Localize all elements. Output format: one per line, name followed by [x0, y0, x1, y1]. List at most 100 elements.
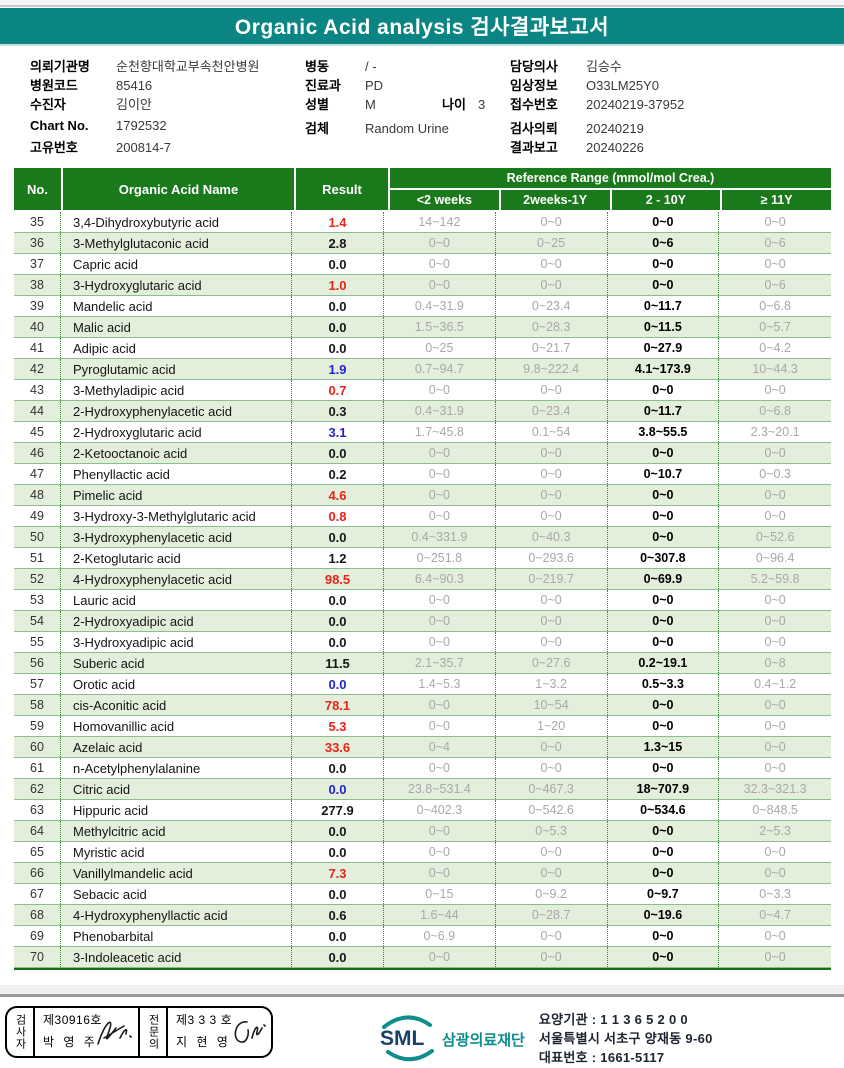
patient-info-row: 병동 / -	[305, 56, 533, 75]
cell-range: 0~0	[608, 485, 720, 505]
patient-info-row: 검사의뢰 20240219	[510, 118, 684, 137]
cell-range: 6.4~90.3	[384, 569, 496, 589]
table-row: 39 Mandelic acid 0.0 0.4~31.9 0~23.4 0~11.7 0~…	[14, 296, 831, 317]
cell-range: 0~0	[384, 443, 496, 463]
cell-name: Pyroglutamic acid	[61, 359, 292, 379]
cell-range: 0~0	[764, 740, 786, 754]
cell-result: 0.0	[292, 674, 384, 694]
specialist-section: 제3 3 3 호 지 현 영	[168, 1008, 271, 1056]
cell-name: Lauric acid	[61, 590, 292, 610]
cell-range: 23.8~531.4	[384, 779, 496, 799]
cell-range: 0~23.4	[496, 401, 608, 421]
cell-name: 3-Hydroxy-3-Methylglutaric acid	[61, 506, 292, 526]
cell-result: 5.3	[292, 716, 384, 736]
cell-range: 0~6.8	[759, 299, 791, 313]
cell-no: 43	[14, 380, 61, 400]
cell-no: 51	[14, 548, 61, 568]
cell-range: 5.2~59.8	[750, 572, 800, 586]
cell-name: Azelaic acid	[61, 737, 292, 757]
cell-range: 2.3~20.1	[750, 425, 800, 439]
cell-range: 0~0	[384, 590, 496, 610]
sml-logo-top-arc-icon	[382, 1015, 432, 1029]
table-row: 65 Myristic acid 0.0 0~0 0~0 0~0 0~0	[14, 842, 831, 863]
cell-range: 0~307.8	[608, 548, 720, 568]
table-row: 38 3-Hydroxyglutaric acid 1.0 0~0 0~0 0~0 0~6	[14, 275, 831, 296]
cell-range: 2~5.3	[759, 824, 791, 838]
patient-info-label: 병원코드	[30, 78, 78, 93]
cell-range: 0~0	[496, 443, 608, 463]
cell-range: 0~0	[384, 758, 496, 778]
patient-info-label: 진료과	[305, 78, 341, 93]
sml-logo-icon: SML	[378, 1013, 436, 1063]
cell-range: 0~69.9	[608, 569, 720, 589]
cell-range: 0~0	[384, 632, 496, 652]
cell-range: 1~3.2	[496, 674, 608, 694]
cell-name: 2-Ketooctanoic acid	[61, 443, 292, 463]
cell-result: 11.5	[292, 653, 384, 673]
cell-range: 2.1~35.7	[384, 653, 496, 673]
cell-name: 3-Hydroxyadipic acid	[61, 632, 292, 652]
cell-range: 0~0	[608, 506, 720, 526]
cell-range: 0~25	[496, 233, 608, 253]
cell-range: 0~4.2	[759, 341, 791, 355]
top-chrome-strip	[0, 0, 844, 7]
sml-logo-bottom-arc-icon	[386, 1048, 434, 1061]
cell-range: 0~0	[496, 464, 608, 484]
cell-no: 45	[14, 422, 61, 442]
company-name: 삼광의료재단	[442, 1032, 525, 1049]
patient-info-row: 결과보고 20240226	[510, 137, 684, 156]
cell-result: 0.0	[292, 779, 384, 799]
cell-range: 0~27.9	[608, 338, 720, 358]
cell-name: Homovanillic acid	[61, 716, 292, 736]
cell-range: 0.5~3.3	[608, 674, 720, 694]
patient-info-row: 임상정보 O33LM25Y0	[510, 75, 684, 94]
patient-info-row: 고유번호 200814-7	[30, 137, 260, 156]
cell-range: 0~0	[384, 275, 496, 295]
cell-range: 0~0	[384, 380, 496, 400]
cell-range: 0~0	[384, 233, 496, 253]
examiner-name: 박 영 주	[43, 1035, 98, 1049]
cell-name: Malic acid	[61, 317, 292, 337]
patient-info-label: 검사의뢰	[510, 121, 558, 136]
cell-no: 44	[14, 401, 61, 421]
cell-range: 0~293.6	[496, 548, 608, 568]
table-row: 46 2-Ketooctanoic acid 0.0 0~0 0~0 0~0 0~0	[14, 443, 831, 464]
table-row: 67 Sebacic acid 0.0 0~15 0~9.2 0~9.7 0~3.3	[14, 884, 831, 905]
patient-info-label: 결과보고	[510, 140, 558, 155]
cell-result: 0.3	[292, 401, 384, 421]
patient-info-label: 수진자	[30, 97, 66, 112]
patient-info-value: 김승수	[586, 59, 622, 74]
table-row: 62 Citric acid 0.0 23.8~531.4 0~467.3 18~707.…	[14, 779, 831, 800]
table-row: 52 4-Hydroxyphenylacetic acid 98.5 6.4~90.3…	[14, 569, 831, 590]
cell-no: 60	[14, 737, 61, 757]
cell-range: 0~0	[608, 443, 720, 463]
cell-range: 0~0	[384, 716, 496, 736]
table-row: 51 2-Ketoglutaric acid 1.2 0~251.8 0~293.6 0~…	[14, 548, 831, 569]
cell-result: 0.0	[292, 611, 384, 631]
specialist-signature-icon	[234, 1021, 266, 1043]
cell-range: 0~0	[496, 485, 608, 505]
cell-range: 0~251.8	[384, 548, 496, 568]
cell-range: 0~0	[764, 509, 786, 523]
cell-range: 0~848.5	[752, 803, 798, 817]
cell-no: 66	[14, 863, 61, 883]
cell-range: 1.3~15	[608, 737, 720, 757]
col-header-name: Organic Acid Name	[63, 168, 294, 210]
patient-info-row: 진료과 PD	[305, 75, 533, 94]
cell-name: 3,4-Dihydroxybutyric acid	[61, 212, 292, 232]
cell-range: 9.8~222.4	[496, 359, 608, 379]
cell-result: 0.0	[292, 527, 384, 547]
cell-range: 3.8~55.5	[608, 422, 720, 442]
cell-range: 4.1~173.9	[608, 359, 720, 379]
cell-range: 0~0	[608, 275, 720, 295]
cell-result: 4.6	[292, 485, 384, 505]
cell-range: 0~0	[764, 698, 786, 712]
patient-info-left-column: 의뢰기관명 순천향대학교부속천안병원 병원코드 85416 수진자 김이안 Chart No…	[30, 56, 260, 156]
patient-info: 의뢰기관명 순천향대학교부속천안병원 병원코드 85416 수진자 김이안 Chart No…	[0, 52, 844, 162]
cell-no: 41	[14, 338, 61, 358]
cell-range: 0~27.6	[496, 653, 608, 673]
cell-range: 0~0	[384, 464, 496, 484]
cell-range: 0~19.6	[608, 905, 720, 925]
sml-logo-letters: SML	[380, 1026, 425, 1050]
